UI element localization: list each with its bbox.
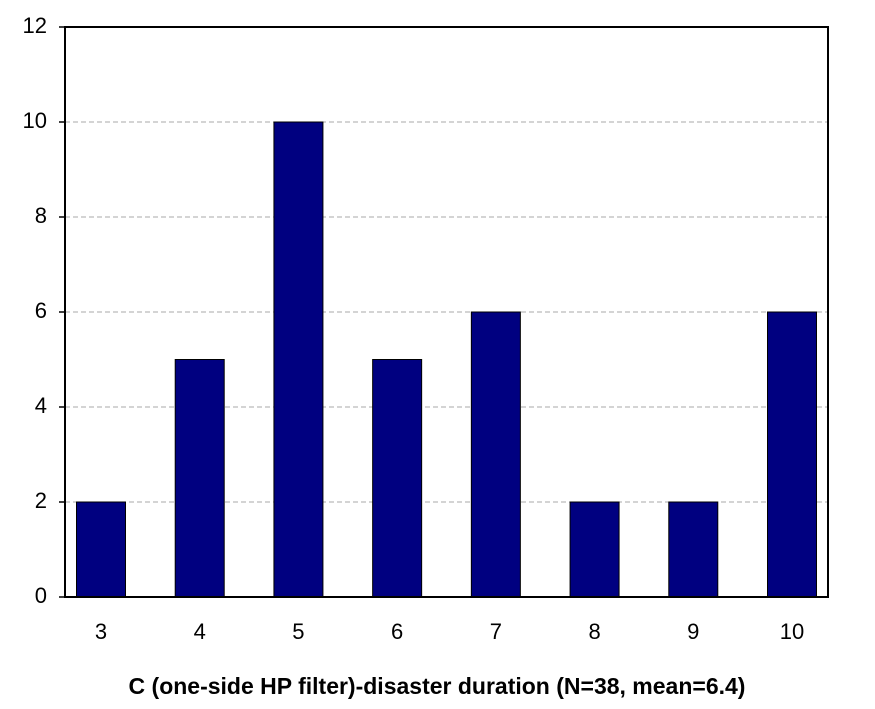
y-tick-label: 8 xyxy=(35,203,47,228)
bar xyxy=(273,121,324,598)
bar xyxy=(767,311,817,598)
bar xyxy=(76,501,126,598)
bar xyxy=(668,501,719,598)
x-tick-label: 9 xyxy=(687,619,699,644)
x-axis-title: C (one-side HP filter)-disaster duration… xyxy=(129,673,746,699)
plot-frame xyxy=(64,26,829,598)
x-tick-label: 8 xyxy=(588,619,600,644)
x-tick-label: 4 xyxy=(194,619,206,644)
x-tick-label: 5 xyxy=(292,619,304,644)
y-tick-label: 10 xyxy=(23,108,47,133)
y-tick-label: 2 xyxy=(35,488,47,513)
y-tick-label: 0 xyxy=(35,583,47,608)
bar xyxy=(569,501,620,598)
y-tick-label: 6 xyxy=(35,298,47,323)
x-tick-label: 7 xyxy=(490,619,502,644)
bar xyxy=(470,311,521,598)
x-tick-label: 3 xyxy=(95,619,107,644)
bar xyxy=(174,359,225,598)
y-tick-label: 4 xyxy=(35,393,47,418)
x-tick-label: 6 xyxy=(391,619,403,644)
x-tick-label: 10 xyxy=(780,619,804,644)
bar xyxy=(372,359,423,598)
y-tick-label: 12 xyxy=(23,13,47,38)
